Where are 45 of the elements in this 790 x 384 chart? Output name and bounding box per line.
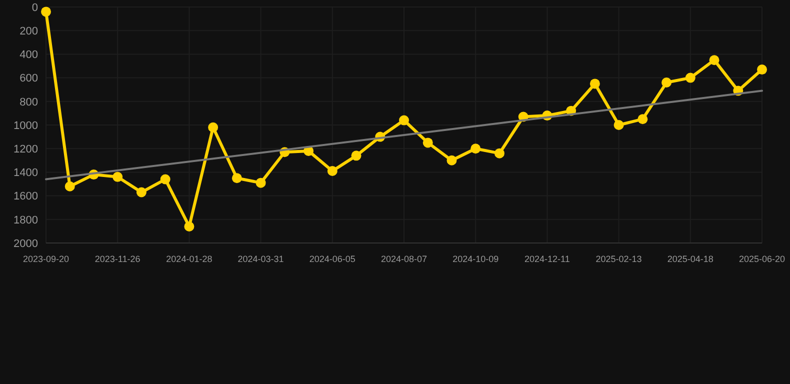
x-tick-label: 2023-09-20 [22, 254, 70, 264]
point [136, 187, 146, 198]
point [685, 72, 696, 83]
x-tick-label: 2024-12-11 [524, 254, 570, 264]
point [351, 150, 362, 161]
point [614, 120, 624, 130]
point [757, 64, 767, 75]
y-tick-label: 600 [20, 72, 38, 85]
x-tick-label: 2025-02-13 [596, 254, 642, 264]
point [327, 166, 338, 176]
y-tick-label: 1000 [14, 120, 38, 132]
x-tick-label: 2024-08-07 [380, 254, 428, 264]
x-tick-label: 2024-01-28 [166, 254, 212, 264]
point [64, 181, 75, 192]
point [399, 115, 409, 126]
y-tick-label: 1600 [14, 190, 38, 203]
x-tick-label: 2024-06-05 [309, 254, 356, 264]
point [590, 78, 600, 89]
point [208, 122, 218, 132]
x-tick-label: 2024-10-09 [452, 254, 499, 264]
point [494, 148, 504, 158]
y-tick-label: 400 [20, 49, 38, 62]
y-tick-label: 2000 [14, 238, 38, 250]
y-tick-label: 1400 [14, 167, 38, 180]
point [422, 138, 433, 148]
point [638, 114, 648, 124]
x-tick-label: 2025-04-18 [667, 254, 714, 264]
point [446, 155, 457, 166]
y-tick-label: 1200 [14, 143, 38, 156]
y-tick-label: 0 [32, 2, 38, 14]
point [41, 6, 51, 17]
y-tick-label: 200 [20, 25, 38, 38]
x-tick-label: 2023-11-26 [94, 254, 140, 264]
point [662, 78, 672, 88]
point [232, 173, 242, 184]
x-tick-label: 2025-06-20 [738, 254, 786, 264]
point [184, 221, 194, 232]
y-tick-label: 1800 [14, 214, 38, 226]
point [160, 174, 170, 184]
point [112, 172, 123, 182]
point [470, 144, 481, 154]
point [709, 55, 720, 66]
x-tick-label: 2024-03-31 [238, 254, 284, 264]
point [256, 178, 266, 188]
y-tick-label: 800 [20, 96, 38, 108]
